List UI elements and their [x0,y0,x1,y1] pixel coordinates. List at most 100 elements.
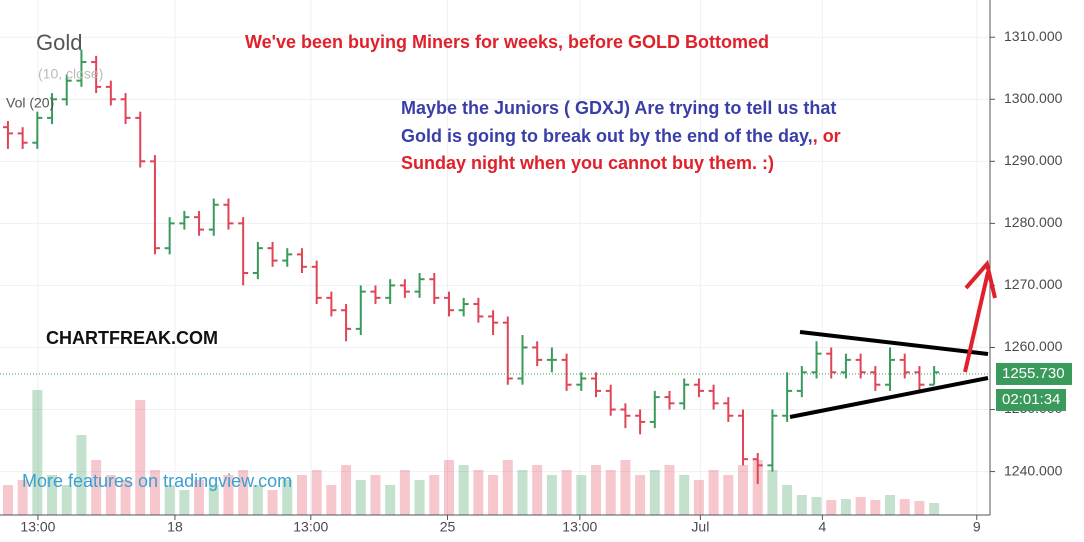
countdown-box [996,388,1066,411]
y-tick-label: 1310.000 [1004,28,1063,44]
volume-bar [120,480,131,515]
volume-bar [782,485,793,515]
volume-bar [546,475,557,515]
annotation-text: Gold is going to break out by the end of… [401,126,813,146]
volume-bar [532,465,543,515]
volume-bar [855,497,866,515]
volume-bar [194,480,205,515]
volume-bar [796,495,807,515]
volume-bar [664,465,675,515]
y-tick-label: 1290.000 [1004,152,1063,168]
volume-bar [561,470,572,515]
volume-bar [296,475,307,515]
volume-bar [826,500,837,515]
volume-bar [723,475,734,515]
price-pane [2,49,940,484]
volume-bar [149,470,160,515]
volume-bar [355,480,366,515]
arrow [963,271,990,373]
axes: 1240.0001250.0001260.0001270.0001280.000… [0,28,1072,535]
volume-bar [620,460,631,515]
headline: We've been buying Miners for weeks, befo… [245,32,769,52]
volume-bar [502,460,513,515]
volume-bar [341,465,352,515]
volume-bar [399,470,410,515]
volume-bar [238,470,249,515]
volume-bar [208,485,219,515]
volume-bar [590,465,601,515]
x-tick-label: Jul [691,519,709,535]
y-tick-label: 1300.000 [1004,90,1063,106]
arrow-head [964,259,997,299]
volume-label: Vol (20) [6,95,54,111]
x-tick-label: 18 [167,519,183,535]
x-tick-label: 13:00 [20,519,55,535]
volume-bar [326,485,337,515]
annotation-line: Sunday night when you cannot buy them. :… [401,153,774,173]
volume-bar [61,485,72,515]
volume-bar [370,475,381,515]
volume-bar [899,499,910,515]
volume-bar [914,501,925,515]
volume-bar [2,485,13,515]
volume-bar [252,485,263,515]
volume-bar [605,470,616,515]
volume-bar [885,495,896,515]
volume-bar [311,470,322,515]
y-tick-label: 1240.000 [1004,462,1063,478]
volume-bar [488,475,499,515]
x-tick-label: 25 [440,519,456,535]
volume-bar [649,470,660,515]
volume-bar [929,503,940,515]
volume-bar [91,460,102,515]
volume-bar [385,485,396,515]
annotation-text: , or [813,126,841,146]
volume-bar [47,475,58,515]
volume-bar [738,465,749,515]
volume-bar [414,480,425,515]
volume-bar [708,470,719,515]
volume-bar [840,499,851,515]
volume-bar [473,470,484,515]
volume-bar [679,475,690,515]
y-tick-label: 1280.000 [1004,214,1063,230]
volume-bar [267,490,278,515]
x-tick-label: 9 [973,519,981,535]
x-tick-label: 4 [819,519,827,535]
last-price-label: 1255.730 [1002,365,1065,382]
volume-bar [17,480,28,515]
y-tick-label: 1270.000 [1004,276,1063,292]
volume-pane [2,390,940,515]
volume-bar [458,465,469,515]
trend-line [789,376,989,419]
volume-bar [767,470,778,515]
x-tick-label: 13:00 [293,519,328,535]
volume-bar [282,480,293,515]
volume-bar [76,435,87,515]
volume-bar [693,480,704,515]
volume-bar [811,497,822,515]
annotation-line: Gold is going to break out by the end of… [401,126,841,146]
annotation-line: Maybe the Juniors ( GDXJ) Are trying to … [401,98,836,118]
grid [0,0,990,515]
volume-bar [517,470,528,515]
y-tick-label: 1260.000 [1004,338,1063,354]
volume-bar [635,475,646,515]
symbol-title: Gold [36,30,82,55]
promo[interactable]: More features on tradingview.com [22,471,292,491]
volume-bar [32,390,43,515]
volume-bar [179,490,190,515]
x-tick-label: 13:00 [562,519,597,535]
trend-line [799,330,989,356]
volume-bar [443,460,454,515]
volume-bar [135,400,146,515]
volume-bar [429,475,440,515]
volume-bar [576,475,587,515]
volume-bar [164,485,175,515]
countdown-label: 02:01:34 [1002,391,1060,408]
study-label: (10, close) [38,66,103,82]
brand: CHARTFREAK.COM [46,328,218,348]
volume-bar [223,475,234,515]
volume-bar [752,460,763,515]
